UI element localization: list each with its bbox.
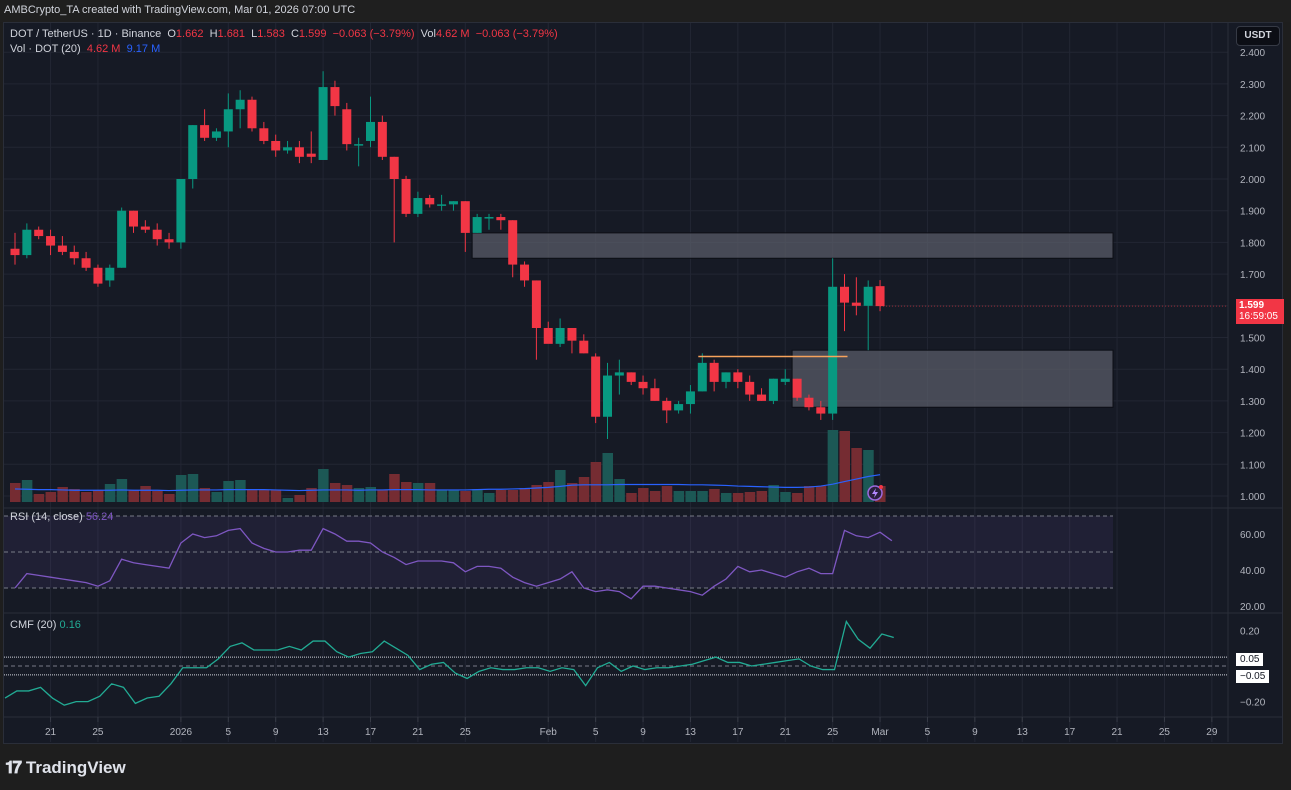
svg-text:5: 5 <box>593 727 599 738</box>
volume-ma-line <box>14 474 881 492</box>
svg-text:2.100: 2.100 <box>1240 143 1265 154</box>
last-price: 1.599 <box>1239 300 1265 311</box>
symbol-title[interactable]: DOT / TetherUS · 1D · Binance <box>10 28 162 40</box>
svg-text:29: 29 <box>1206 727 1218 738</box>
svg-text:21: 21 <box>412 727 424 738</box>
svg-text:1.700: 1.700 <box>1240 270 1265 281</box>
svg-text:1.300: 1.300 <box>1240 397 1265 408</box>
svg-text:1.000: 1.000 <box>1240 492 1265 503</box>
svg-text:Feb: Feb <box>540 727 558 738</box>
rsi-line <box>14 527 893 600</box>
svg-text:1.900: 1.900 <box>1240 207 1265 218</box>
supply-zone[interactable] <box>471 232 1114 259</box>
time-axis[interactable]: 21 25 2026 5 9 13 17 21 25 Feb 5 9 13 17 21 25 Mar 5 9 13 17… <box>45 717 1218 738</box>
candles <box>10 71 885 439</box>
svg-text:20.00: 20.00 <box>1240 602 1265 613</box>
last-price-label: 1.599 16:59:05 <box>1236 299 1284 324</box>
tradingview-logo-icon: 𝟏𝟕 <box>5 758 22 777</box>
svg-text:1.100: 1.100 <box>1240 460 1265 471</box>
rsi-legend: RSI (14, close) 56.24 <box>10 511 113 523</box>
currency-button[interactable]: USDT <box>1236 26 1280 46</box>
credit-text: AMBCrypto_TA created with TradingView.co… <box>4 4 356 16</box>
svg-text:40.00: 40.00 <box>1240 566 1265 577</box>
svg-text:13: 13 <box>318 727 330 738</box>
ohlc-row: DOT / TetherUS · 1D · Binance O1.662 H1.… <box>10 28 558 40</box>
cmf-upper-level-label: 0.05 <box>1236 653 1264 666</box>
top-bar: AMBCrypto_TA created with TradingView.co… <box>0 0 1291 22</box>
volume-indicator-title[interactable]: Vol · DOT (20) <box>10 43 81 55</box>
lightning-alert-icon[interactable] <box>867 485 883 501</box>
volume-bars <box>10 430 886 502</box>
volume-legend-row: Vol · DOT (20) 4.62 M 9.17 M <box>10 42 558 57</box>
cmf-value: 0.16 <box>59 619 81 631</box>
volume-current: 4.62 M <box>86 43 121 55</box>
close-value: 1.599 <box>298 28 327 40</box>
svg-text:17: 17 <box>1064 727 1076 738</box>
rsi-axis[interactable]: 60.00 40.00 20.00 <box>1240 530 1265 613</box>
svg-text:5: 5 <box>925 727 931 738</box>
volume-ma: 9.17 M <box>126 43 161 55</box>
change-value: −0.063 (−3.79%) <box>332 28 415 40</box>
svg-text:13: 13 <box>1017 727 1029 738</box>
svg-text:25: 25 <box>92 727 104 738</box>
svg-text:21: 21 <box>780 727 792 738</box>
cmf-axis[interactable]: 0.20 −0.20 <box>1240 626 1266 708</box>
svg-text:2.000: 2.000 <box>1240 175 1265 186</box>
svg-text:1.400: 1.400 <box>1240 365 1265 376</box>
rsi-title[interactable]: RSI (14, close) <box>10 511 83 523</box>
svg-text:5: 5 <box>226 727 232 738</box>
svg-text:25: 25 <box>827 727 839 738</box>
svg-text:25: 25 <box>460 727 472 738</box>
tradingview-brand[interactable]: 𝟏𝟕 TradingView <box>5 758 126 778</box>
svg-text:2026: 2026 <box>170 727 193 738</box>
svg-text:25: 25 <box>1159 727 1171 738</box>
svg-text:17: 17 <box>732 727 744 738</box>
demand-zone[interactable] <box>791 349 1114 408</box>
svg-text:2.400: 2.400 <box>1240 48 1265 59</box>
svg-text:0.20: 0.20 <box>1240 626 1260 637</box>
svg-text:1.800: 1.800 <box>1240 238 1265 249</box>
cmf-line <box>4 619 894 706</box>
low-value: 1.583 <box>257 28 285 40</box>
cmf-title[interactable]: CMF (20) <box>10 619 57 631</box>
svg-text:1.200: 1.200 <box>1240 429 1265 440</box>
vol-change-value: −0.063 (−3.79%) <box>475 28 558 40</box>
svg-text:Mar: Mar <box>871 727 889 738</box>
svg-text:9: 9 <box>273 727 279 738</box>
svg-text:13: 13 <box>685 727 697 738</box>
open-value: 1.662 <box>175 28 204 40</box>
svg-text:17: 17 <box>365 727 377 738</box>
brand-text: TradingView <box>25 758 126 777</box>
svg-text:9: 9 <box>640 727 646 738</box>
svg-text:1.500: 1.500 <box>1240 334 1265 345</box>
svg-text:21: 21 <box>1111 727 1123 738</box>
cmf-lower-level-label: −0.05 <box>1236 670 1270 683</box>
svg-text:60.00: 60.00 <box>1240 530 1265 541</box>
price-axis[interactable]: 2.400 2.300 2.200 2.100 2.000 1.900 1.800 1.700… <box>1240 48 1265 503</box>
high-value: 1.681 <box>217 28 246 40</box>
svg-text:9: 9 <box>972 727 978 738</box>
svg-text:2.300: 2.300 <box>1240 80 1265 91</box>
rsi-value: 56.24 <box>85 511 114 523</box>
svg-text:−0.20: −0.20 <box>1240 698 1266 709</box>
cmf-legend: CMF (20) 0.16 <box>10 619 81 631</box>
vol-value: 4.62 M <box>435 28 470 40</box>
svg-text:2.200: 2.200 <box>1240 112 1265 123</box>
svg-text:21: 21 <box>45 727 57 738</box>
main-legend: DOT / TetherUS · 1D · Binance O1.662 H1.… <box>10 27 558 57</box>
bar-countdown: 16:59:05 <box>1239 311 1278 322</box>
